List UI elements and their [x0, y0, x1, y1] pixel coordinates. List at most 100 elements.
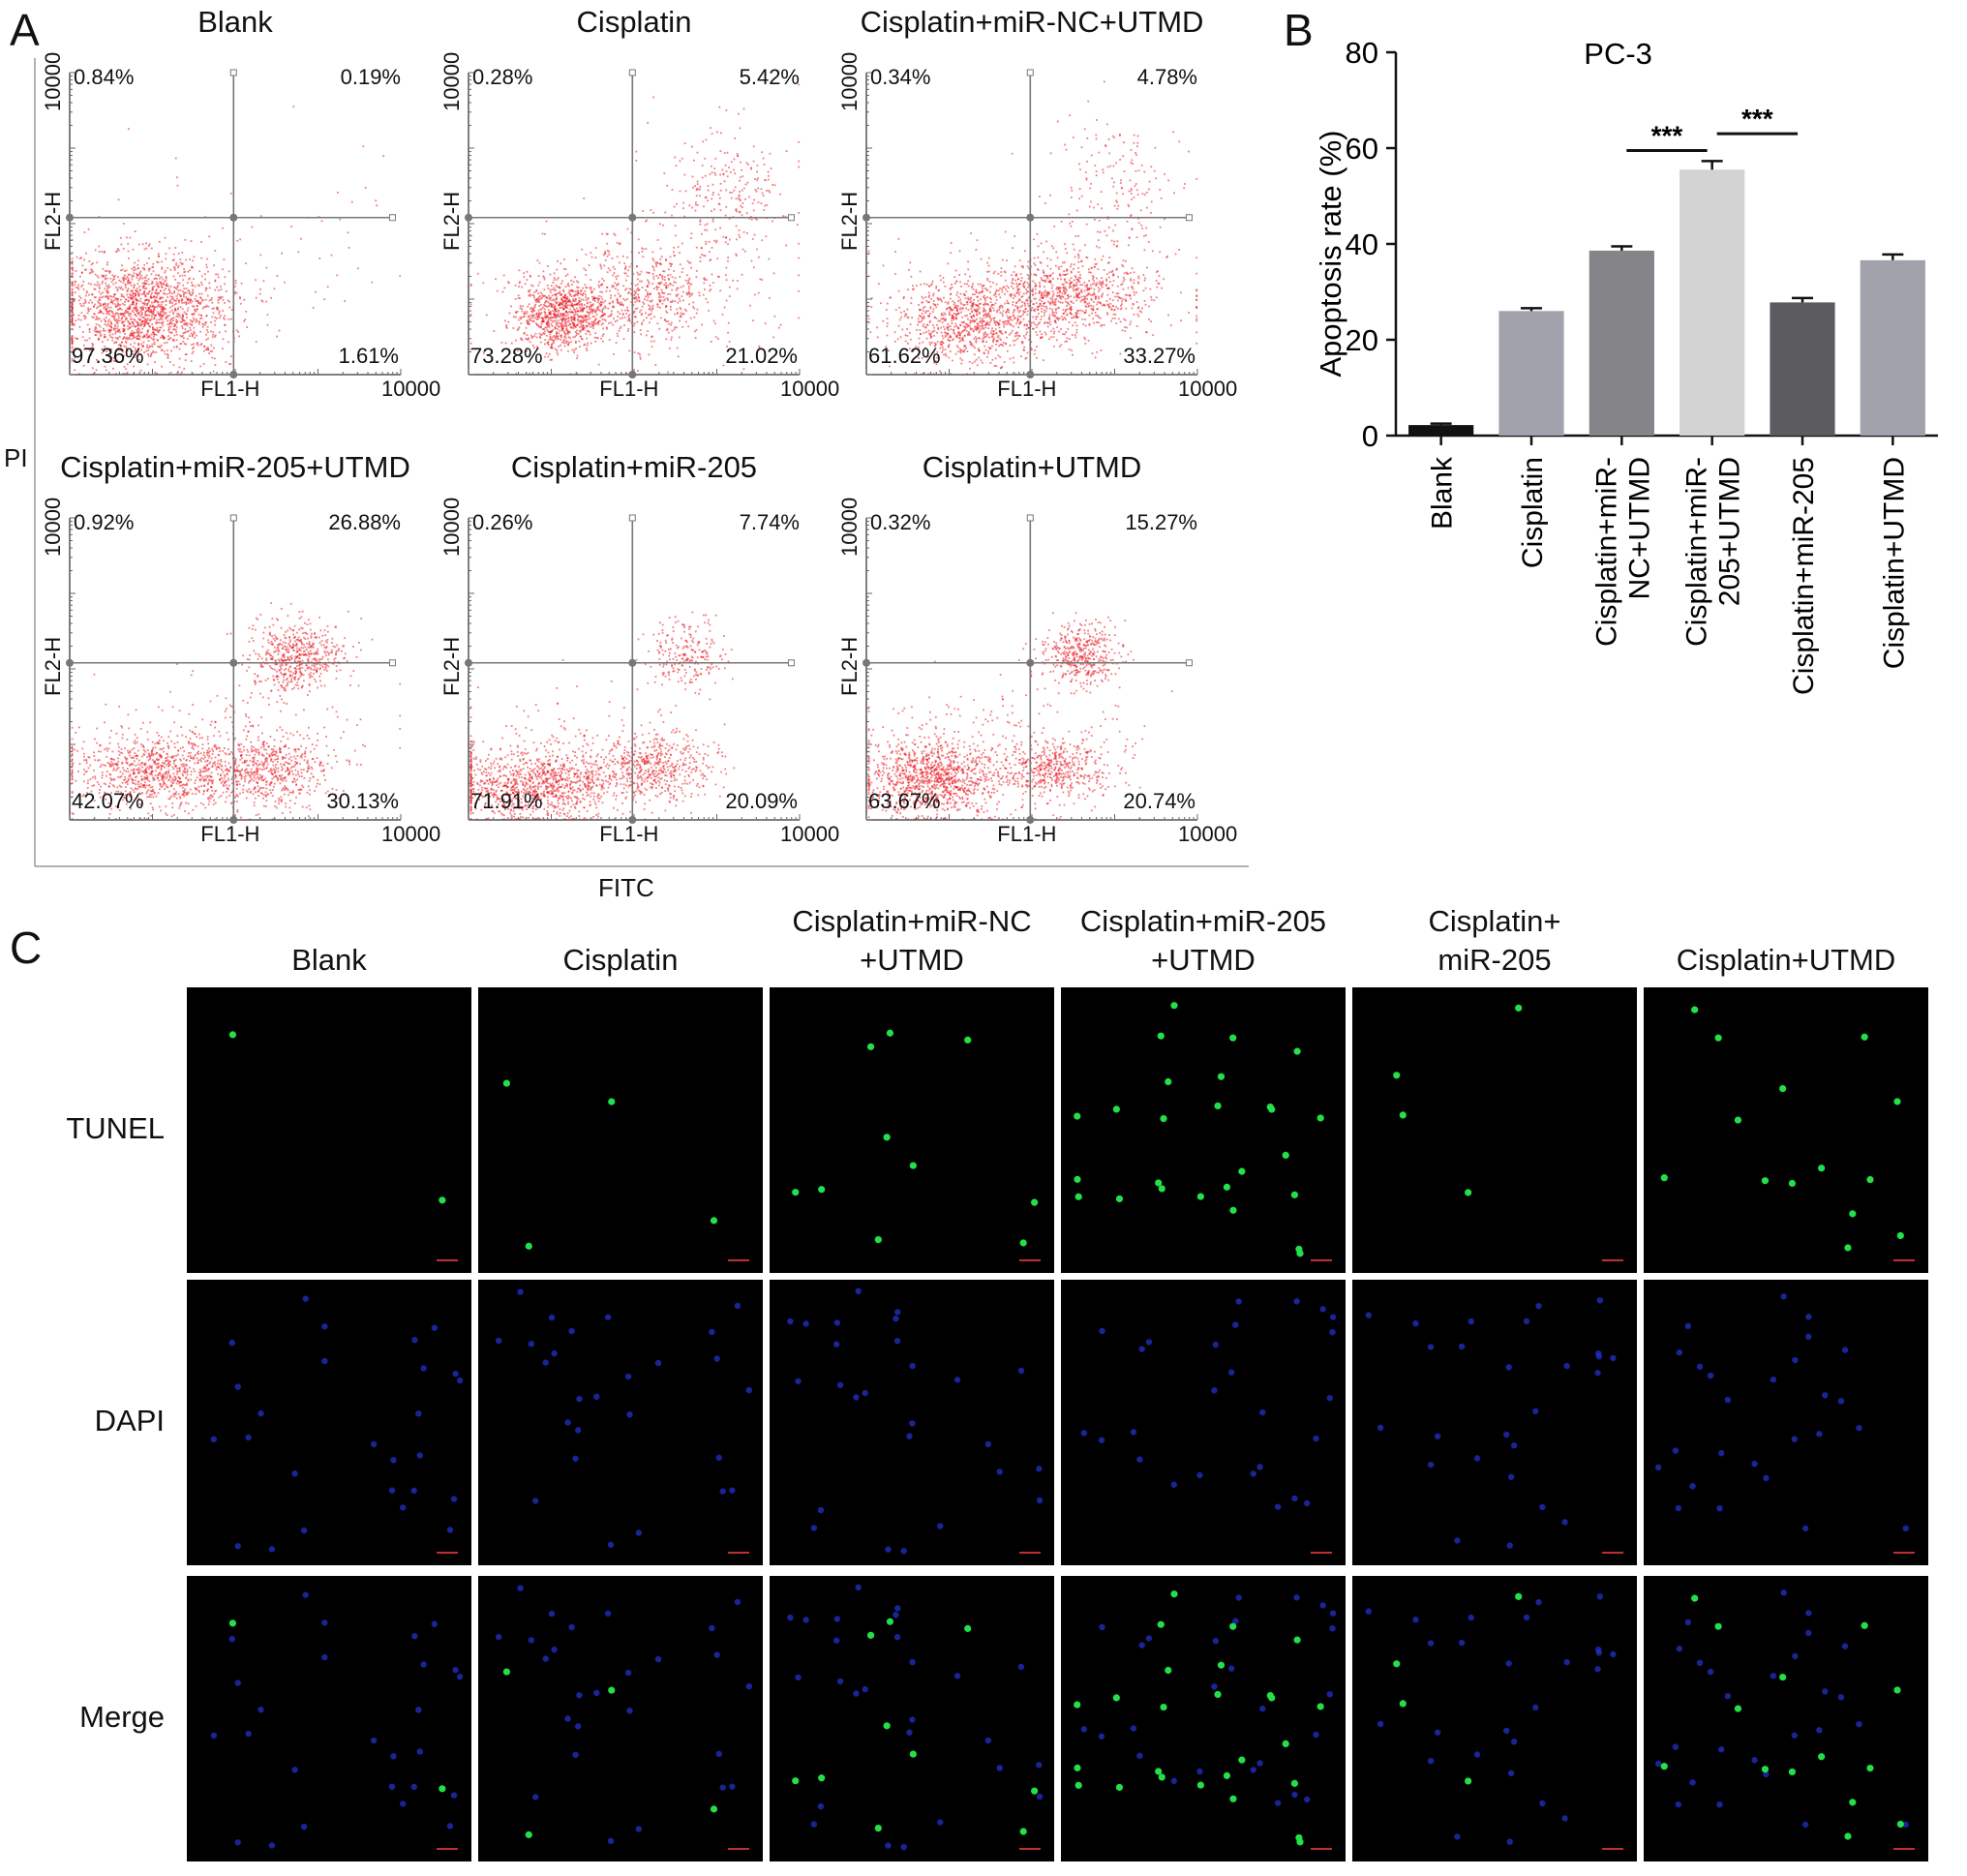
flow-plot-title: Blank [197, 5, 273, 39]
microscopy-image [1352, 987, 1637, 1273]
flow-plot-title: Cisplatin+miR-205 [510, 450, 758, 484]
flow-scatter-plot [66, 514, 402, 824]
row-label: TUNEL [66, 1110, 165, 1145]
column-header: Cisplatin+miR-NC +UTMD [792, 904, 1032, 977]
bar [1860, 259, 1925, 436]
flow-x-axis-max: 10000 [1178, 822, 1238, 846]
microscopy-image [1644, 1280, 1928, 1565]
flow-scatter-plot [465, 69, 801, 378]
microscopy-image [1061, 987, 1346, 1273]
microscopy-image [1352, 1576, 1637, 1861]
quadrant-upper-right-percent: 15.27% [1125, 510, 1197, 534]
quadrant-lower-right-percent: 20.74% [1123, 789, 1195, 813]
quadrant-lower-left-percent: 42.07% [72, 789, 144, 813]
significance-stars: *** [1651, 120, 1683, 150]
column-header: Cisplatin [562, 943, 679, 977]
panel-letter-c: C [10, 923, 43, 973]
panel-letter-b: B [1284, 5, 1314, 55]
quadrant-lower-right-percent: 20.09% [725, 789, 798, 813]
column-header: Blank [291, 943, 367, 977]
microscopy-image [1644, 1576, 1928, 1861]
microscopy-image [770, 1280, 1054, 1565]
x-tick-label: Cisplatin+miR-205 [1788, 457, 1820, 695]
quadrant-lower-right-percent: 21.02% [725, 344, 798, 368]
quadrant-upper-right-percent: 0.19% [340, 65, 401, 89]
flow-x-axis-max: 10000 [1178, 377, 1238, 401]
flow-plot-title: Cisplatin+UTMD [922, 450, 1142, 484]
quadrant-upper-right-percent: 5.42% [739, 65, 800, 89]
flow-scatter-plot [66, 69, 402, 378]
flow-scatter-plot [862, 69, 1198, 378]
flow-x-axis-label: FL1-H [997, 822, 1057, 846]
quadrant-lower-left-percent: 63.67% [868, 789, 941, 813]
flow-x-axis-max: 10000 [780, 822, 840, 846]
quadrant-upper-left-percent: 0.28% [472, 65, 533, 89]
microscopy-image [1644, 987, 1928, 1273]
quadrant-lower-left-percent: 73.28% [470, 344, 543, 368]
bar [1498, 311, 1564, 436]
flow-x-axis-label: FL1-H [200, 822, 260, 846]
flow-event-dots [867, 80, 1198, 376]
microscopy-image [1352, 1280, 1637, 1565]
x-tick-label: Cisplatin+UTMD [1878, 457, 1910, 669]
microscopy-image [187, 987, 471, 1273]
quadrant-lower-left-percent: 97.36% [72, 344, 144, 368]
bar [1680, 169, 1745, 436]
flow-event-dots [469, 611, 736, 821]
flow-x-axis-label: FL1-H [200, 377, 260, 401]
x-tick-label: Blank [1427, 456, 1459, 530]
flow-cytometry-panel: Blank 0.84% 0.19% 97.36% 1.61% FL1-H 10000 FL2-… [0, 0, 1258, 910]
fitc-axis-label: FITC [598, 873, 654, 902]
quadrant-lower-left-percent: 61.62% [868, 344, 941, 368]
quadrant-lower-right-percent: 1.61% [338, 344, 399, 368]
y-axis-label: Apoptosis rate (%) [1314, 131, 1347, 378]
quadrant-lower-right-percent: 30.13% [326, 789, 399, 813]
flow-event-dots [71, 106, 402, 376]
microscopy-image [1061, 1280, 1346, 1565]
flow-x-axis-max: 10000 [381, 822, 441, 846]
column-header: Cisplatin+UTMD [1676, 943, 1896, 977]
flow-frame-lines [34, 58, 1249, 867]
flow-scatter-plot [465, 514, 801, 824]
y-tick-label: 0 [1362, 419, 1378, 453]
bar [1589, 250, 1654, 436]
y-tick-label: 60 [1346, 132, 1378, 166]
apoptosis-bar-chart: 0 20 40 60 80 Apoptosis rate (%) PC-3 Blank Cisp… [1314, 36, 1938, 695]
pi-axis-label: PI [4, 443, 28, 472]
quadrant-upper-right-percent: 4.78% [1136, 65, 1197, 89]
quadrant-lower-left-percent: 71.91% [470, 789, 543, 813]
microscopy-image [1061, 1576, 1346, 1861]
quadrant-upper-left-percent: 0.84% [74, 65, 135, 89]
x-tick-label: Cisplatin+miR- NC+UTMD [1590, 457, 1655, 647]
row-label: Merge [79, 1699, 165, 1734]
flow-event-dots [71, 602, 402, 821]
quadrant-upper-right-percent: 26.88% [328, 510, 401, 534]
y-tick-label: 80 [1346, 36, 1378, 70]
panel-letter-a: A [10, 5, 40, 55]
flow-x-axis-max: 10000 [381, 377, 441, 401]
x-tick-label: Cisplatin+miR- 205+UTMD [1681, 457, 1746, 647]
flow-plot-title: Cisplatin+miR-205+UTMD [60, 450, 410, 484]
flow-plot-title: Cisplatin [576, 5, 692, 39]
column-header: Cisplatin+ miR-205 [1428, 904, 1561, 977]
quadrant-upper-left-percent: 0.32% [870, 510, 931, 534]
tunel-staining-panel: Blank Cisplatin Cisplatin+miR-NC +UTMD Cispl… [0, 891, 1967, 1876]
bar [1770, 302, 1835, 436]
flow-event-dots [867, 612, 1173, 821]
flow-x-axis-label: FL1-H [599, 822, 659, 846]
microscopy-image [187, 1280, 471, 1565]
microscopy-image [770, 987, 1054, 1273]
quadrant-upper-right-percent: 7.74% [739, 510, 800, 534]
quadrant-upper-left-percent: 0.34% [870, 65, 931, 89]
y-tick-label: 40 [1346, 227, 1378, 261]
flow-x-axis-label: FL1-H [997, 377, 1057, 401]
microscopy-image [187, 1576, 471, 1861]
microscopy-image [478, 1576, 763, 1861]
bar [1408, 425, 1474, 436]
flow-scatter-plot [862, 514, 1198, 824]
chart-title: PC-3 [1584, 37, 1652, 71]
flow-x-axis-label: FL1-H [599, 377, 659, 401]
column-header: Cisplatin+miR-205 +UTMD [1079, 904, 1327, 977]
quadrant-upper-left-percent: 0.26% [472, 510, 533, 534]
quadrant-lower-right-percent: 33.27% [1123, 344, 1195, 368]
